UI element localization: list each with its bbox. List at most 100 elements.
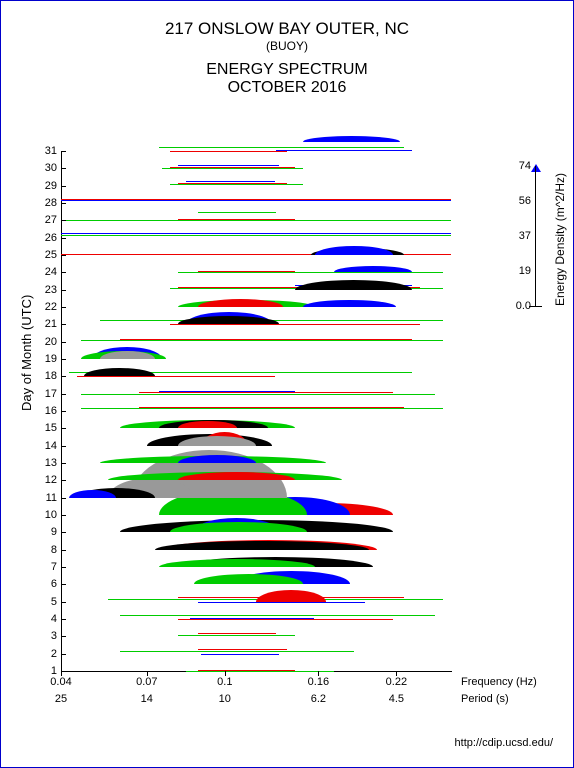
y-tick-label: 27	[39, 214, 57, 226]
y-axis-label: Day of Month (UTC)	[19, 295, 34, 411]
y-tick-mark	[61, 428, 66, 429]
y-tick-label: 25	[39, 249, 57, 261]
x-axis-freq-label: Frequency (Hz)	[461, 676, 537, 688]
y-tick-label: 9	[39, 526, 57, 538]
spectrum-line	[61, 233, 451, 234]
y-tick-label: 29	[39, 180, 57, 192]
y-tick-mark	[61, 342, 66, 343]
y-tick-mark	[61, 290, 66, 291]
y-tick-mark	[61, 324, 66, 325]
spectrum-line	[81, 394, 436, 395]
spectrum-line	[186, 181, 276, 182]
y-tick-label: 8	[39, 544, 57, 556]
spectrum-line	[81, 408, 444, 409]
y-tick-label: 21	[39, 318, 57, 330]
legend-tick: 37	[503, 230, 531, 242]
x-tick-freq: 0.07	[136, 676, 157, 688]
y-tick-label: 20	[39, 336, 57, 348]
spectrum-line	[198, 602, 366, 603]
y-tick-label: 10	[39, 509, 57, 521]
y-tick-label: 7	[39, 561, 57, 573]
spectrum-line	[81, 340, 444, 341]
y-tick-label: 13	[39, 457, 57, 469]
y-tick-mark	[61, 272, 66, 273]
y-tick-mark	[61, 307, 66, 308]
spectrum-peak	[170, 522, 307, 532]
y-tick-label: 19	[39, 353, 57, 365]
spectrum-line	[178, 272, 443, 273]
y-tick-label: 18	[39, 370, 57, 382]
plot-area	[61, 151, 452, 672]
spectrum-line	[198, 633, 276, 634]
x-axis-period-label: Period (s)	[461, 693, 509, 705]
y-tick-mark	[61, 203, 66, 204]
y-tick-mark	[61, 411, 66, 412]
spectrum-line	[61, 235, 451, 236]
y-tick-mark	[61, 550, 66, 551]
spectrum-line	[120, 339, 413, 340]
spectrum-line	[178, 183, 287, 184]
y-tick-mark	[61, 446, 66, 447]
spectrum-line	[186, 671, 334, 672]
legend-axis	[535, 166, 536, 306]
spectrum-line	[120, 651, 354, 652]
legend-tick: 56	[503, 195, 531, 207]
x-tick-period: 6.2	[311, 693, 326, 705]
x-tick-period: 14	[141, 693, 153, 705]
chart-frame: 217 ONSLOW BAY OUTER, NC (BUOY) ENERGY S…	[0, 0, 574, 768]
y-tick-label: 23	[39, 284, 57, 296]
spectrum-line	[139, 392, 393, 393]
x-tick-freq: 0.22	[386, 676, 407, 688]
x-tick-freq: 0.04	[50, 676, 71, 688]
y-tick-label: 5	[39, 596, 57, 608]
spectrum-line	[198, 271, 296, 272]
title-block: 217 ONSLOW BAY OUTER, NC (BUOY) ENERGY S…	[1, 1, 573, 97]
y-tick-mark	[61, 532, 66, 533]
x-tick-freq: 0.1	[217, 676, 232, 688]
y-tick-label: 6	[39, 578, 57, 590]
y-tick-mark	[61, 498, 66, 499]
spectrum-line	[159, 391, 296, 392]
spectrum-peak	[194, 574, 303, 584]
spectrum-line	[178, 219, 295, 220]
x-tick-period: 4.5	[389, 693, 404, 705]
spectrum-line	[162, 168, 302, 169]
y-tick-label: 2	[39, 648, 57, 660]
spectrum-line	[61, 200, 451, 201]
x-tick-freq: 0.16	[308, 676, 329, 688]
legend-tick: 19	[503, 265, 531, 277]
y-tick-mark	[61, 480, 66, 481]
spectrum-peak	[84, 368, 154, 376]
spectrum-peak	[303, 300, 397, 307]
y-tick-label: 14	[39, 440, 57, 452]
y-tick-label: 15	[39, 422, 57, 434]
y-tick-label: 26	[39, 232, 57, 244]
spectrum-line	[198, 212, 276, 213]
y-tick-label: 16	[39, 405, 57, 417]
legend-tick: 74	[503, 160, 531, 172]
y-tick-mark	[61, 220, 66, 221]
spectrum-line	[77, 376, 276, 377]
spectrum-line	[178, 619, 393, 620]
y-tick-mark	[61, 515, 66, 516]
spectrum-line	[201, 654, 279, 655]
x-tick-period: 25	[55, 693, 67, 705]
spectrum-line	[178, 635, 295, 636]
y-tick-label: 22	[39, 301, 57, 313]
y-tick-label: 12	[39, 474, 57, 486]
y-tick-mark	[61, 602, 66, 603]
title-source: (BUOY)	[1, 39, 573, 53]
spectrum-line	[170, 151, 287, 152]
title-date: OCTOBER 2016	[1, 79, 573, 97]
y-tick-mark	[61, 376, 66, 377]
spectrum-line	[61, 199, 451, 200]
y-tick-mark	[61, 359, 66, 360]
spectrum-line	[170, 167, 295, 168]
y-tick-mark	[61, 151, 66, 152]
spectrum-peak	[334, 266, 412, 272]
spectrum-line	[170, 184, 303, 185]
legend-box: 745637190.0 Energy Density (m^2/Hz)	[503, 166, 558, 316]
y-tick-label: 11	[39, 492, 57, 504]
y-tick-mark	[61, 567, 66, 568]
spectrum-line	[198, 670, 296, 671]
